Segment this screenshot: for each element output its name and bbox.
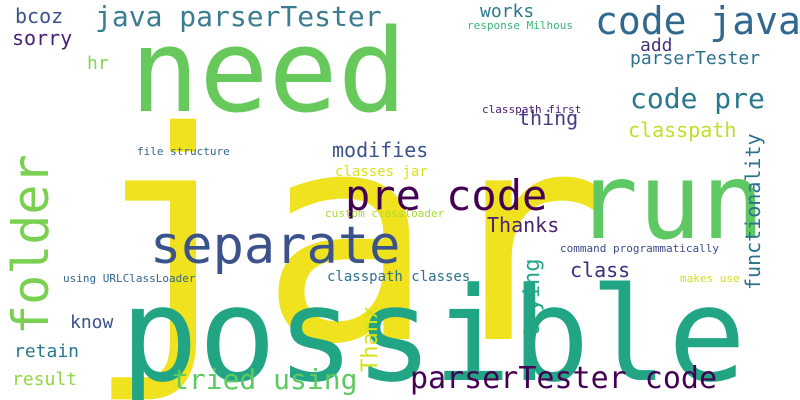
word: file structure	[137, 145, 230, 158]
word: java parserTester	[95, 0, 382, 33]
word: pre code	[345, 171, 548, 220]
word: know	[70, 312, 114, 333]
word: parserTester	[630, 48, 761, 69]
word: classpath	[628, 118, 737, 142]
word: need	[130, 5, 407, 139]
word: Thanks	[487, 213, 560, 237]
word: hr	[87, 53, 109, 74]
word: tried using	[172, 363, 358, 396]
word: bcoz	[15, 4, 64, 28]
word: command programmatically	[560, 242, 719, 255]
word: separate	[150, 216, 401, 276]
word: classes jar	[335, 164, 428, 180]
word: modifies	[332, 138, 429, 162]
word: retain	[14, 341, 80, 362]
word: result	[12, 369, 78, 390]
word: functionality	[741, 133, 765, 290]
word: response Milhous	[467, 19, 573, 32]
word: thing	[518, 106, 579, 130]
word: makes use	[680, 272, 740, 285]
word: Thanx	[358, 305, 383, 372]
word: run	[575, 141, 765, 263]
word: folder	[2, 154, 60, 335]
word: code pre	[630, 82, 765, 115]
word: add	[640, 35, 673, 56]
word: jar	[85, 71, 609, 400]
word: class	[570, 258, 631, 282]
word: code java	[595, 0, 800, 43]
word: works	[480, 1, 535, 22]
word: custom classloader	[325, 207, 445, 220]
word: using URLClassLoader	[63, 272, 196, 285]
word: parserTester code	[410, 361, 718, 396]
word: trying	[520, 258, 545, 338]
word: classpath first	[482, 103, 582, 116]
word: possible	[120, 259, 747, 400]
word: sorry	[12, 26, 73, 50]
word: classpath classes	[327, 269, 471, 285]
